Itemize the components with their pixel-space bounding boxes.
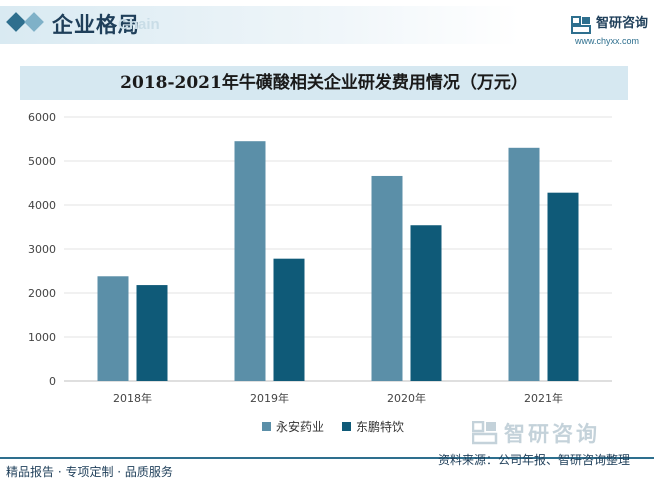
x-tick-label: 2018年 [113, 391, 152, 405]
header-band [0, 6, 520, 44]
bar-1 [234, 141, 266, 381]
chart-title-band [20, 66, 628, 100]
x-tick-label: 2021年 [524, 391, 563, 405]
chart-title: 2018-2021年牛磺酸相关企业研发费用情况（万元） [120, 73, 528, 93]
legend: 永安药业 东鹏特饮 [262, 418, 422, 434]
y-tick-label: 4000 [28, 199, 56, 212]
bar-1 [371, 175, 403, 381]
brand-url: www.chyxx.com [575, 36, 640, 46]
bar-1 [508, 147, 540, 381]
section-title: 企业格局 [52, 13, 140, 37]
watermark-text: 智研咨询 [504, 422, 600, 446]
legend-item-series-1: 永安药业 [262, 418, 324, 435]
bar-2 [547, 192, 579, 381]
x-tick-label: 2019年 [250, 391, 289, 405]
ghost-text: Chain [118, 16, 160, 33]
y-tick-label: 1000 [28, 331, 56, 344]
footer-tagline: 精品报告 · 专项定制 · 品质服务 [6, 465, 173, 479]
legend-label-series-2: 东鹏特饮 [356, 419, 405, 434]
footer-divider [0, 457, 654, 459]
y-tick-label: 3000 [28, 243, 56, 256]
bar-2 [136, 285, 168, 381]
brand-logo-icon [571, 16, 591, 34]
bar-1 [97, 276, 129, 381]
y-tick-label: 2000 [28, 287, 56, 300]
bar-chart: 0 1000 2000 3000 4000 5000 6000 2018年 2019年 2020年… [28, 111, 612, 405]
y-tick-label: 6000 [28, 111, 56, 124]
y-tick-label: 5000 [28, 155, 56, 168]
y-tick-label: 0 [49, 375, 56, 388]
watermark: 智研咨询 [472, 418, 600, 448]
legend-swatch-series-2 [342, 421, 352, 431]
legend-item-series-2: 东鹏特饮 [342, 418, 404, 435]
header: 企业格局 Chain 智研咨询 www.chyxx.com [0, 0, 654, 50]
x-tick-label: 2020年 [387, 391, 426, 405]
legend-swatch-series-1 [262, 421, 271, 431]
footer-source: 资料来源：公司年报、智研咨询整理 [438, 453, 631, 467]
brand-name: 智研咨询 [596, 16, 649, 31]
legend-label-series-1: 永安药业 [276, 419, 325, 434]
bar-2 [273, 258, 305, 381]
bar-2 [410, 225, 442, 381]
watermark-logo-icon [472, 421, 498, 445]
